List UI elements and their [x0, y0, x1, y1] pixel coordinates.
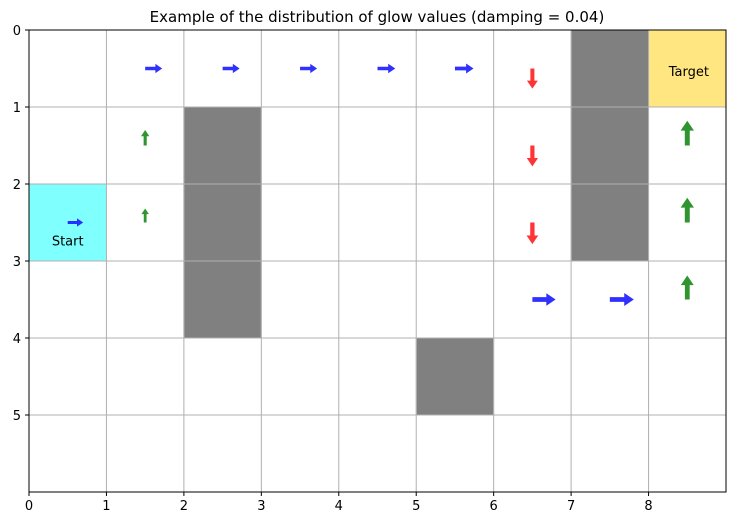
- arrow-up-icon: [141, 208, 149, 223]
- y-tick-label: 0: [13, 24, 21, 39]
- arrow-up-icon: [140, 130, 150, 146]
- arrow-up-icon: [680, 275, 694, 300]
- x-tick-label: 4: [335, 499, 343, 514]
- arrow-right-icon: [609, 293, 634, 306]
- arrow-down-icon: [526, 222, 539, 245]
- x-tick-label: 2: [180, 499, 188, 514]
- arrow-up-icon: [680, 197, 694, 223]
- arrow-right-icon: [377, 63, 396, 74]
- x-tick-label: 8: [644, 499, 652, 514]
- arrow-right-icon: [222, 63, 240, 74]
- chart-title: Example of the distribution of glow valu…: [150, 8, 605, 26]
- arrow-up-icon: [680, 120, 694, 146]
- arrow-down-icon: [526, 68, 538, 89]
- x-tick-label: 7: [567, 499, 575, 514]
- wall-cell: [570, 106, 650, 185]
- x-tick-label: 3: [257, 499, 265, 514]
- x-tick-label: 6: [490, 499, 498, 514]
- target-cell: [648, 30, 726, 107]
- y-tick-label: 5: [13, 409, 21, 424]
- y-tick-label: 2: [13, 178, 21, 193]
- wall-cell: [183, 260, 262, 339]
- wall-cell: [415, 337, 495, 416]
- y-tick-label: 4: [13, 332, 21, 347]
- x-tick-label: 1: [102, 499, 110, 514]
- arrow-down-icon: [526, 145, 539, 167]
- arrow-right-icon: [300, 63, 318, 74]
- arrow-right-icon: [67, 218, 84, 227]
- x-tick-label: 0: [25, 499, 33, 514]
- wall-cell: [570, 183, 650, 262]
- y-tick-label: 1: [13, 101, 21, 116]
- x-tick-label: 5: [412, 499, 420, 514]
- target-label: Target: [668, 65, 709, 80]
- wall-cell: [570, 29, 650, 108]
- wall-cell: [183, 106, 262, 185]
- start-label: Start: [52, 235, 84, 250]
- arrow-right-icon: [532, 293, 556, 306]
- y-tick-label: 3: [13, 255, 21, 270]
- arrow-right-icon: [145, 63, 163, 74]
- arrow-right-icon: [454, 63, 474, 74]
- wall-cell: [183, 183, 262, 262]
